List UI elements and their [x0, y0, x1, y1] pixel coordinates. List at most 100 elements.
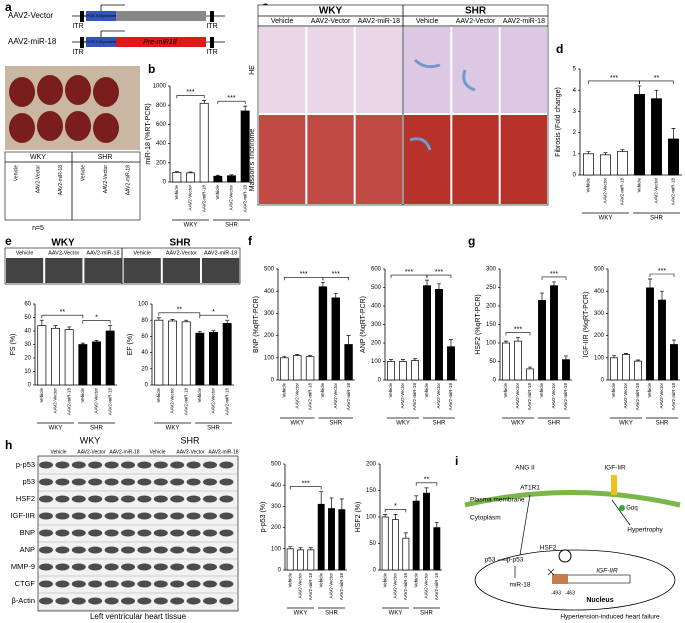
band [39, 563, 53, 571]
bar [634, 360, 642, 381]
band [186, 546, 201, 554]
histology-he [452, 27, 499, 113]
error-bar [53, 325, 58, 329]
band [153, 495, 168, 503]
insert [116, 11, 206, 21]
y-tick-label: 0 [601, 378, 605, 384]
column-label: Vehicle [50, 449, 66, 455]
site: -493 [551, 590, 561, 596]
bar [64, 329, 74, 386]
band [153, 461, 168, 469]
histology-he [259, 27, 306, 113]
group-label: WKY [599, 216, 613, 222]
y-tick-label: 800 [156, 103, 167, 109]
bracket [384, 509, 407, 513]
error-bar [540, 292, 544, 301]
error-bar [39, 319, 44, 326]
histology-he [404, 27, 451, 113]
band [186, 512, 201, 520]
itr: ITR [206, 49, 217, 56]
bar [412, 500, 420, 571]
band [55, 580, 70, 588]
site: -463 [565, 590, 575, 596]
error-bar [320, 281, 325, 287]
y-tick-label: 100 [264, 355, 275, 361]
bar [338, 509, 346, 571]
itr: ITR [72, 23, 83, 30]
error-bar [170, 319, 175, 322]
echo-image [123, 258, 161, 283]
x-tick-label: AAV2-miR-18 [635, 383, 640, 411]
echo-image [6, 258, 44, 283]
x-tick-label: AAV2-Vector [298, 573, 303, 599]
caption: Left ventricular heart tissue [90, 612, 187, 621]
bracket [639, 80, 674, 84]
histology-masson [452, 115, 499, 204]
x-tick-label: Vehicle [39, 388, 44, 403]
histology-masson [307, 115, 354, 204]
significance: ** [654, 75, 660, 82]
y-tick-label: 150 [486, 322, 497, 328]
group-label: WKY [184, 223, 198, 229]
group-label: SHR [420, 611, 433, 617]
x-tick-label: AAV2-Vector [229, 185, 234, 211]
x-tick-label: Vehicle [282, 383, 287, 398]
heart [93, 77, 119, 107]
error-bar [434, 521, 439, 528]
band [219, 580, 234, 588]
column-label: Vehicle [81, 165, 87, 181]
band [153, 546, 168, 554]
x-tick-label: AAV2-miR-18 [434, 573, 439, 601]
y-tick-label: 30 [24, 342, 31, 348]
significance: *** [435, 269, 443, 276]
x-tick-label: AAV2-miR-18 [183, 388, 188, 416]
x-tick-label: AAV2-miR-18 [66, 388, 71, 416]
bar [502, 342, 510, 381]
x-tick-label: AAV2-Vector [400, 383, 405, 409]
row-label: HE [249, 65, 256, 75]
band [71, 597, 86, 605]
y-tick-label: 600 [156, 122, 167, 128]
x-tick-label: Vehicle [539, 383, 544, 398]
y-tick-label: 400 [371, 304, 382, 310]
histology-masson [500, 115, 547, 204]
y-tick-label: 50 [369, 541, 376, 547]
heart [65, 111, 91, 141]
error-bar [329, 497, 334, 509]
promoter-label: MYOS 0.26 promoter [84, 14, 118, 18]
group-label: SHR [548, 421, 561, 427]
y-tick-label: 400 [264, 289, 275, 295]
bar [105, 330, 115, 386]
error-bar [424, 487, 429, 494]
y-axis-label: ANP (%qRT-PCR) [360, 296, 367, 353]
error-bar [552, 281, 556, 286]
band [137, 546, 152, 554]
x-tick-label: Vehicle [287, 573, 292, 588]
x-tick-label: Vehicle [320, 383, 325, 398]
bar [399, 361, 407, 381]
panel-letter: e [5, 234, 12, 248]
band [121, 512, 135, 520]
bracket [415, 482, 438, 486]
p53: p53 [485, 557, 496, 564]
bar [344, 344, 353, 381]
x-tick-label: AAV2-miR-18 [107, 388, 112, 416]
bar [195, 332, 205, 386]
x-tick-label: Vehicle [388, 383, 393, 398]
band [186, 597, 201, 605]
bar [622, 354, 630, 381]
error-bar [516, 337, 520, 342]
column-label: Vehicle [271, 18, 294, 25]
error-bar [94, 340, 99, 342]
y-tick-label: 300 [486, 267, 497, 273]
error-bar [437, 283, 441, 290]
bar [78, 344, 88, 386]
x-tick-label: AAV2-miR-18 [448, 383, 453, 411]
panel-letter: g [468, 234, 475, 248]
bracket [217, 100, 246, 105]
error-bar [346, 335, 351, 345]
y-tick-label: 100 [366, 515, 377, 521]
significance: *** [405, 269, 413, 276]
shape [210, 37, 214, 48]
error-bar [403, 532, 408, 539]
